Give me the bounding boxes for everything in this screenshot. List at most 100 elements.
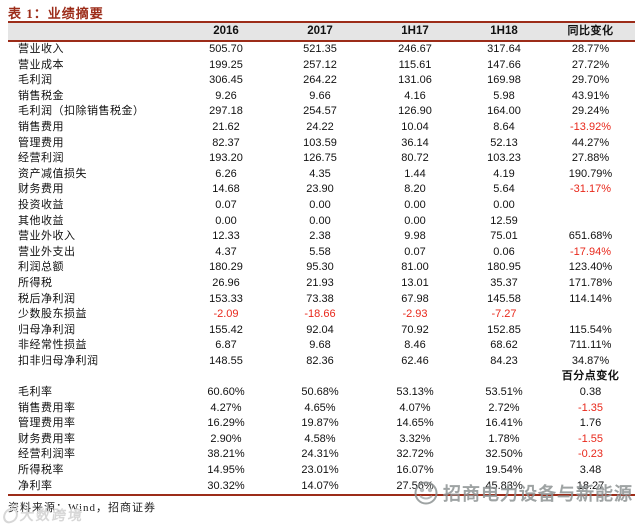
value-cell: 35.37 xyxy=(490,276,518,289)
value-cell: 32.72% xyxy=(396,448,434,461)
value-cell: 62.46 xyxy=(401,354,429,367)
value-cell: 10.04 xyxy=(401,120,429,133)
value-cell: 126.75 xyxy=(303,152,337,165)
value-cell: -2.93 xyxy=(402,308,428,321)
value-cell xyxy=(546,198,635,214)
table-row: 所得税率 14.95% 23.01% 16.07% 19.54% 3.48 xyxy=(8,463,635,479)
value-cell: 27.72% xyxy=(571,58,610,71)
value-cell: 9.26 xyxy=(215,89,237,102)
table-row: 利润总额 180.29 95.30 81.00 180.95 123.40% xyxy=(8,260,635,276)
value-cell: 19.54% xyxy=(485,464,523,477)
value-cell: 180.95 xyxy=(487,261,521,274)
watermark-hand-icon xyxy=(1,505,20,525)
value-cell: 254.57 xyxy=(303,105,337,118)
value-cell: 34.87% xyxy=(571,354,610,367)
value-cell: 317.64 xyxy=(487,43,521,55)
value-cell: 199.25 xyxy=(209,58,243,71)
table-row: 销售税金 9.26 9.66 4.16 5.98 43.91% xyxy=(8,89,635,105)
header-empty xyxy=(8,22,180,41)
table-row: 净利率 30.32% 14.07% 27.56% 45.83% 18.27 xyxy=(8,479,635,496)
value-cell: -13.92% xyxy=(570,120,611,133)
row-label: 资产减值损失 xyxy=(18,167,87,180)
value-cell: 0.07 xyxy=(404,245,426,258)
value-cell: 45.83% xyxy=(485,479,523,492)
value-cell: 8.20 xyxy=(404,183,426,196)
row-label: 销售税金 xyxy=(18,89,64,102)
header-2016: 2016 xyxy=(213,25,239,37)
table-row: 归母净利润 155.42 92.04 70.92 152.85 115.54% xyxy=(8,323,635,339)
value-cell: 1.44 xyxy=(404,167,426,180)
row-label: 管理费用率 xyxy=(18,417,76,430)
header-1h18: 1H18 xyxy=(490,25,518,37)
value-cell: 264.22 xyxy=(303,74,337,87)
value-cell: 171.78% xyxy=(568,276,613,289)
value-cell: 36.14 xyxy=(401,136,429,149)
header-2017: 2017 xyxy=(307,25,333,37)
row-label: 税后净利润 xyxy=(18,292,76,305)
value-cell: 12.59 xyxy=(490,214,518,227)
value-cell: 6.87 xyxy=(215,339,237,352)
value-cell: 1.76 xyxy=(579,417,602,430)
value-cell: 21.93 xyxy=(306,276,334,289)
table-row: 百分点变化 xyxy=(8,369,635,385)
header-yoy-change: 同比变化 xyxy=(567,25,614,37)
value-cell: 0.00 xyxy=(493,198,515,211)
row-label: 财务费用率 xyxy=(18,432,76,445)
value-cell: 3.32% xyxy=(399,432,431,445)
row-label: 毛利润 xyxy=(18,74,53,87)
row-label xyxy=(8,369,180,385)
value-cell: 92.04 xyxy=(306,323,334,336)
value-cell: -7.27 xyxy=(491,308,517,321)
value-cell xyxy=(368,369,462,385)
value-cell: 4.19 xyxy=(493,167,515,180)
value-cell: 21.62 xyxy=(212,120,240,133)
table-row: 税后净利润 153.33 73.38 67.98 145.58 114.14% xyxy=(8,292,635,308)
value-cell: 82.36 xyxy=(306,354,334,367)
watermark-right-text: 招商电力设备与新能源 xyxy=(443,484,633,504)
value-cell: 26.96 xyxy=(212,276,240,289)
value-cell: 14.65% xyxy=(396,417,434,430)
value-cell xyxy=(462,369,546,385)
value-cell: 0.07 xyxy=(215,198,237,211)
brand-logo-icon xyxy=(414,481,438,505)
value-cell: 103.23 xyxy=(487,152,521,165)
row-label: 毛利率 xyxy=(18,386,53,399)
value-cell: 8.64 xyxy=(493,120,515,133)
value-cell: 4.07% xyxy=(399,401,431,414)
value-cell: 4.35 xyxy=(309,167,331,180)
row-label: 所得税率 xyxy=(18,464,64,477)
value-cell: 306.45 xyxy=(209,74,243,87)
value-cell: 53.13% xyxy=(396,386,434,399)
value-cell: 190.79% xyxy=(568,167,613,180)
row-label: 所得税 xyxy=(18,276,53,289)
value-cell: -1.35 xyxy=(577,401,604,414)
value-cell: 9.66 xyxy=(309,89,331,102)
value-cell: 16.29% xyxy=(207,417,245,430)
value-cell: 5.58 xyxy=(309,245,331,258)
value-cell: 80.72 xyxy=(401,152,429,165)
table-row: 销售费用率 4.27% 4.65% 4.07% 2.72% -1.35 xyxy=(8,401,635,417)
table-row: 毛利润 306.45 264.22 131.06 169.98 29.70% xyxy=(8,73,635,89)
value-cell: 18.27 xyxy=(576,479,605,492)
header-row: 2016 2017 1H17 1H18 同比变化 xyxy=(8,22,635,41)
value-cell: 114.14% xyxy=(569,292,612,305)
value-cell: 6.26 xyxy=(215,167,237,180)
table-row: 资产减值损失 6.26 4.35 1.44 4.19 190.79% xyxy=(8,167,635,183)
value-cell: 505.70 xyxy=(209,43,243,55)
value-cell: -17.94% xyxy=(570,245,611,258)
value-cell: 68.62 xyxy=(490,339,518,352)
value-cell: 126.90 xyxy=(398,105,432,118)
value-cell: 148.55 xyxy=(209,354,243,367)
value-cell: 4.16 xyxy=(404,89,426,102)
row-label: 营业成本 xyxy=(18,58,64,71)
value-cell: 75.01 xyxy=(490,230,518,243)
value-cell: 50.68% xyxy=(301,386,339,399)
row-label: 归母净利润 xyxy=(18,323,76,336)
header-1h17: 1H17 xyxy=(401,25,429,37)
value-cell: 257.12 xyxy=(303,58,337,71)
value-cell: 16.07% xyxy=(396,464,434,477)
value-cell: 13.01 xyxy=(401,276,429,289)
value-cell: 24.31% xyxy=(301,448,339,461)
table-row: 其他收益 0.00 0.00 0.00 12.59 xyxy=(8,214,635,230)
table-row: 非经常性损益 6.87 9.68 8.46 68.62 711.11% xyxy=(8,338,635,354)
